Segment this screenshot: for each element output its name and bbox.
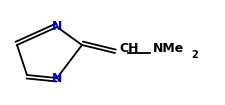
Text: CH: CH <box>119 43 139 56</box>
Text: N: N <box>52 72 62 85</box>
Text: NMe: NMe <box>153 43 184 56</box>
Text: N: N <box>52 20 62 33</box>
Text: 2: 2 <box>191 50 198 60</box>
